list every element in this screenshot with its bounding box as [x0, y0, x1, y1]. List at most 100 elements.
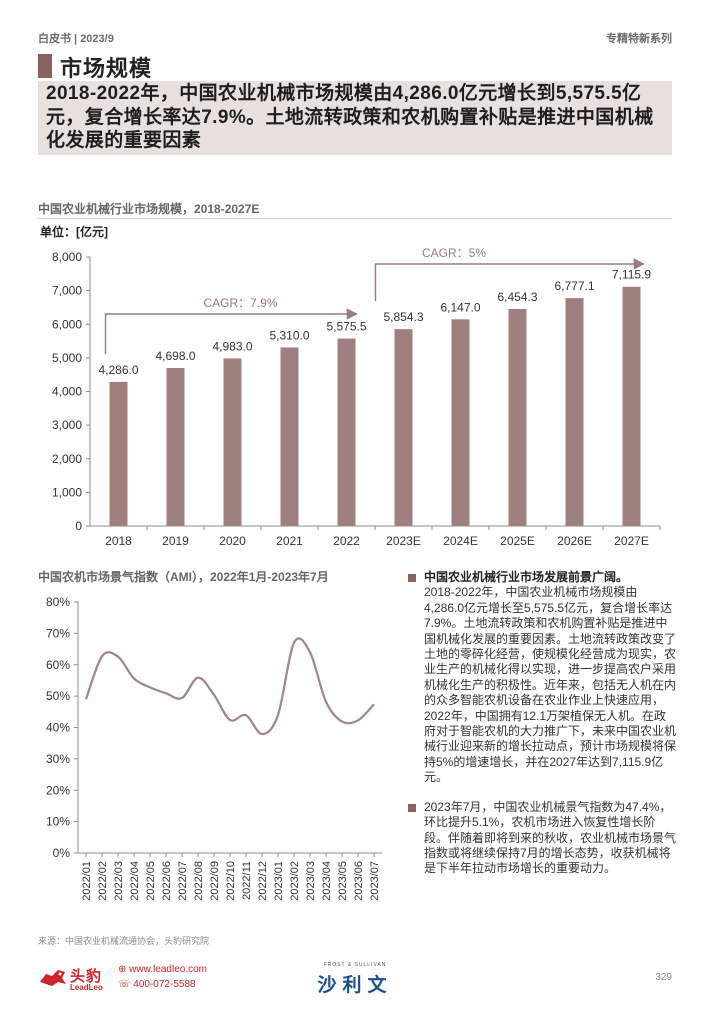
logo-cn-text: 头豹 — [70, 968, 103, 985]
data-label: 5,575.5 — [326, 320, 366, 334]
x-tick-label: 2022/06 — [161, 861, 173, 901]
cagr-label: CAGR：7.9% — [203, 296, 277, 310]
x-tick-label: 2022/01 — [81, 861, 93, 901]
bar — [622, 286, 641, 526]
x-tick-label: 2019 — [162, 534, 189, 548]
y-tick-label: 30% — [46, 752, 70, 766]
bullet-text: 2023年7月，中国农业机械景气指数为47.4%，环比提升5.1%，农机市场进入… — [424, 799, 677, 876]
x-tick-label: 2024E — [443, 534, 478, 548]
bullet-item: 2023年7月，中国农业机械景气指数为47.4%，环比提升5.1%，农机市场进入… — [408, 800, 676, 877]
cagr-arrow — [104, 308, 358, 354]
y-tick-label: 0 — [75, 519, 82, 533]
x-tick-label: 2022/12 — [257, 861, 269, 901]
y-tick-label: 5,000 — [52, 351, 82, 365]
x-tick-label: 2027E — [614, 534, 649, 548]
y-tick-label: 3,000 — [52, 418, 82, 432]
header-series-label: 专精特新系列 — [606, 33, 672, 45]
x-tick-label: 2023/07 — [369, 861, 381, 901]
y-tick-label: 2,000 — [52, 452, 82, 466]
data-label: 6,147.0 — [440, 300, 480, 314]
bullet-list: 中国农业机械行业市场发展前景广阔。 2018-2022年，中国农业机械市场规模由… — [408, 570, 676, 889]
x-tick-label: 2020 — [219, 534, 246, 548]
data-label: 4,286.0 — [98, 363, 138, 377]
headline: 2018-2022年，中国农业机械市场规模由4,286.0亿元增长到5,575.… — [46, 83, 654, 151]
bar-chart-title: 中国农业机械行业市场规模，2018-2027E — [38, 202, 260, 216]
bar-chart-unit: 单位：[亿元] — [40, 225, 108, 239]
y-tick-label: 10% — [46, 815, 70, 829]
bar — [337, 338, 356, 526]
x-tick-label: 2022/09 — [209, 861, 221, 901]
x-tick-label: 2023/02 — [289, 861, 301, 901]
data-label: 7,115.9 — [612, 268, 651, 282]
partner-small-label: FROST & SULLIVAN — [323, 962, 387, 968]
y-tick-label: 7,000 — [52, 284, 82, 298]
y-tick-label: 40% — [46, 721, 70, 735]
x-tick-label: 2018 — [105, 534, 132, 548]
cagr-label: CAGR：5% — [422, 246, 486, 260]
data-label: 5,310.0 — [269, 328, 309, 342]
y-tick-label: 60% — [46, 658, 70, 672]
data-label: 4,983.0 — [212, 339, 252, 353]
ami-line-chart: 0% 10% 20% 30% 40% 50% 60% 70% 80% 2022/01 2022/02… — [46, 595, 382, 901]
x-tick-label: 2025E — [500, 534, 535, 548]
phone-number: ☏ 400-072-5588 — [118, 979, 196, 990]
x-tick-label: 2023/03 — [305, 861, 317, 901]
x-tick-label: 2022/05 — [145, 861, 157, 901]
bar — [166, 368, 185, 526]
cagr-arrow — [374, 258, 645, 302]
section-marker — [38, 54, 52, 78]
y-tick-label: 1,000 — [52, 485, 82, 499]
bullet-text: 2018-2022年，中国农业机械市场规模由4,286.0亿元增长至5,575.… — [424, 585, 677, 785]
x-tick-label: 2022/10 — [225, 861, 237, 901]
x-tick-label: 2022 — [333, 534, 360, 548]
leadleo-logo: 头豹 LeadLeo — [38, 962, 158, 996]
x-tick-label: 2022/02 — [97, 861, 109, 901]
x-tick-label: 2022/07 — [177, 861, 189, 901]
website-link[interactable]: ⊕ www.leadleo.com — [118, 964, 207, 975]
y-tick-label: 20% — [46, 783, 70, 797]
website-text: www.leadleo.com — [129, 964, 207, 975]
phone-icon: ☏ — [118, 979, 134, 990]
x-tick-label: 2022/11 — [241, 861, 253, 900]
y-tick-label: 8,000 — [52, 250, 82, 264]
bullet-square-icon — [408, 803, 416, 812]
data-label: 4,698.0 — [155, 349, 195, 363]
section-title: 市场规模 — [60, 56, 153, 81]
x-tick-label: 2023/04 — [321, 861, 333, 901]
bar — [451, 319, 470, 526]
y-tick-label: 50% — [46, 689, 70, 703]
bullet-square-icon — [408, 574, 416, 582]
x-tick-label: 2023/01 — [273, 861, 285, 901]
page-number: 329 — [655, 972, 672, 983]
data-label: 6,454.3 — [497, 290, 537, 304]
x-tick-label: 2023/05 — [337, 861, 349, 901]
partner-logo: 沙利文 — [317, 975, 393, 996]
bar — [565, 298, 584, 526]
line-chart-title: 中国农机市场景气指数（AMI），2022年1月-2023年7月 — [38, 570, 329, 584]
bar — [508, 308, 527, 526]
x-tick-label: 2023/06 — [353, 861, 365, 901]
headline-background — [38, 81, 672, 155]
bar — [109, 381, 128, 526]
bullet-title: 中国农业机械行业市场发展前景广阔。 — [424, 570, 629, 584]
logo-en-text: LeadLeo — [70, 983, 103, 992]
bar — [394, 329, 413, 526]
y-tick-label: 80% — [46, 595, 70, 609]
x-tick-label: 2026E — [557, 534, 592, 548]
y-tick-label: 0% — [53, 846, 71, 860]
bar — [280, 347, 299, 526]
y-tick-label: 70% — [46, 626, 70, 640]
data-label: 5,854.3 — [383, 310, 423, 324]
data-label: 6,777.1 — [554, 279, 594, 293]
y-tick-label: 6,000 — [52, 317, 82, 331]
x-tick-label: 2022/08 — [193, 861, 205, 901]
ami-series-line — [84, 637, 375, 736]
market-size-bar-chart: 0 1,000 2,000 3,000 4,000 5,000 6,000 7,000 8,00… — [52, 246, 661, 548]
globe-icon: ⊕ — [118, 964, 130, 975]
divider — [38, 218, 672, 219]
leopard-icon — [40, 970, 66, 986]
y-tick-label: 4,000 — [52, 385, 82, 399]
x-tick-label: 2023E — [386, 534, 421, 548]
source-note: 来源：中国农业机械流通协会，头豹研究院 — [38, 936, 210, 946]
header-doc-label: 白皮书 | 2023/9 — [38, 33, 114, 45]
